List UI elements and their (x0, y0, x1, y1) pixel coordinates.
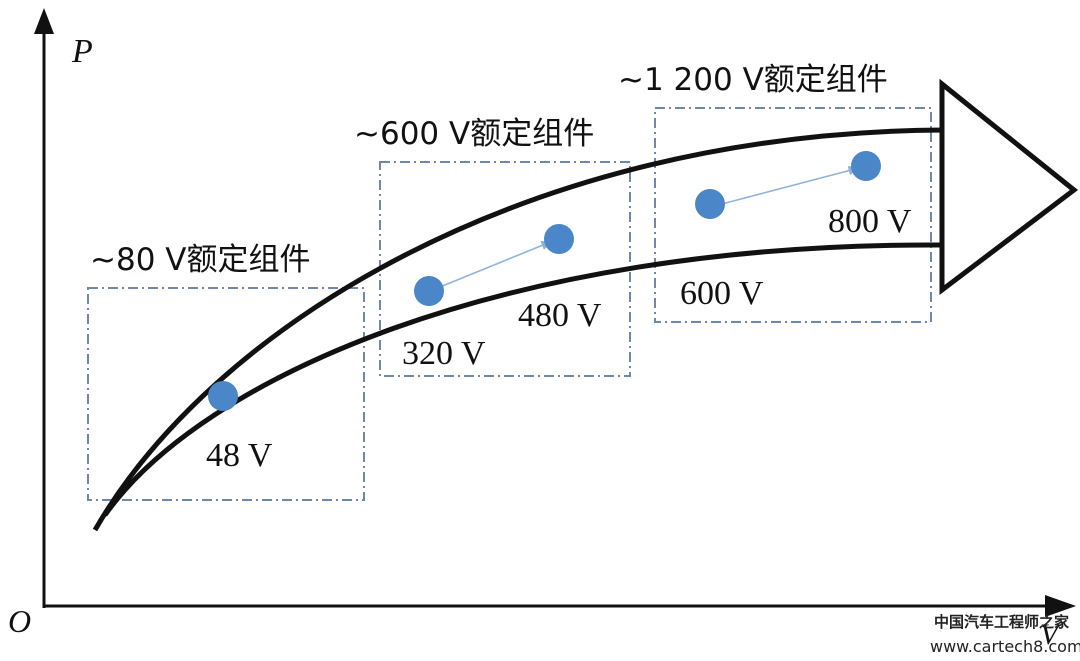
y-axis-arrowhead (34, 8, 54, 34)
x-axis-label: V (1040, 618, 1062, 651)
y-axis-label: P (71, 33, 93, 70)
point-label-800v: 800 V (828, 203, 912, 240)
group-box-1200v (654, 107, 932, 323)
link-320-480 (432, 240, 553, 294)
point-label-480v: 480 V (518, 297, 602, 334)
point-48v (208, 381, 238, 411)
point-800v (851, 151, 881, 181)
group-label-600v: ~600 V额定组件 (354, 116, 594, 152)
group-label-1200v: ~1 200 V额定组件 (618, 62, 888, 98)
origin-label: O (8, 603, 31, 639)
group-label-80v: ~80 V额定组件 (90, 242, 310, 278)
watermark-line2: www.cartech8.com (930, 637, 1080, 656)
point-480v (544, 224, 574, 254)
watermark-line1: 中国汽车工程师之家 (934, 613, 1069, 631)
group-box-80v (87, 287, 365, 501)
point-label-320v: 320 V (402, 335, 486, 372)
upper-trend-curve (92, 127, 946, 532)
x-axis-arrowhead (1045, 595, 1076, 617)
point-label-600v: 600 V (680, 275, 764, 312)
trend-arrowhead (939, 78, 1079, 296)
point-320v (414, 276, 444, 306)
link-600-800 (714, 165, 860, 211)
point-600v (695, 189, 725, 219)
lower-trend-curve (102, 242, 946, 517)
point-label-48v: 48 V (206, 437, 273, 474)
